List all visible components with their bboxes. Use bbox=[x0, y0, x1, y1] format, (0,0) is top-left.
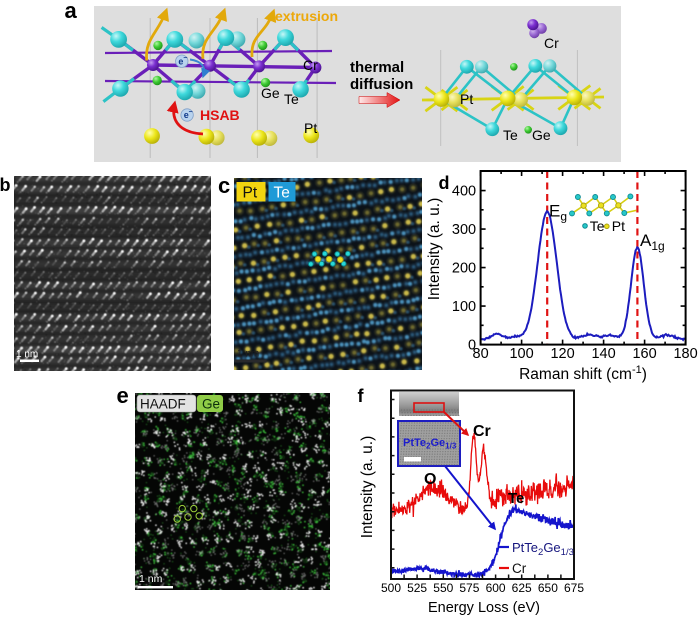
svg-text:Te: Te bbox=[273, 185, 289, 202]
svg-text:675: 675 bbox=[564, 581, 584, 595]
svg-text:1 nm: 1 nm bbox=[237, 349, 259, 360]
svg-text:0: 0 bbox=[468, 338, 476, 354]
svg-text:HAADF: HAADF bbox=[140, 397, 186, 412]
svg-text:625: 625 bbox=[512, 581, 532, 595]
svg-text:400: 400 bbox=[452, 184, 476, 200]
svg-text:Pt: Pt bbox=[304, 120, 317, 136]
svg-text:e: e bbox=[184, 110, 189, 120]
svg-text:525: 525 bbox=[407, 581, 427, 595]
svg-text:Cr: Cr bbox=[303, 57, 318, 73]
svg-text:120: 120 bbox=[550, 346, 574, 362]
svg-text:Intensity (a. u.): Intensity (a. u.) bbox=[359, 436, 376, 539]
svg-text:O: O bbox=[424, 471, 436, 488]
svg-text:300: 300 bbox=[452, 222, 476, 238]
svg-text:Te: Te bbox=[508, 490, 524, 507]
svg-text:Ge: Ge bbox=[202, 397, 220, 412]
svg-text:1 nm: 1 nm bbox=[139, 573, 163, 585]
svg-text:Raman shift (cm-1): Raman shift (cm-1) bbox=[519, 364, 647, 383]
svg-text:Cr: Cr bbox=[544, 35, 559, 51]
svg-text:1 nm: 1 nm bbox=[16, 349, 38, 360]
svg-text:diffusion: diffusion bbox=[350, 76, 413, 93]
svg-text:Energy Loss (eV): Energy Loss (eV) bbox=[428, 600, 540, 616]
svg-text:thermal: thermal bbox=[350, 59, 404, 76]
svg-text:600: 600 bbox=[486, 581, 506, 595]
svg-text:e: e bbox=[178, 56, 183, 66]
svg-text:Ge: Ge bbox=[532, 127, 551, 143]
svg-text:−: − bbox=[183, 55, 187, 62]
svg-text:Te: Te bbox=[503, 127, 518, 143]
svg-text:Te: Te bbox=[284, 91, 299, 107]
svg-text:extrusion: extrusion bbox=[275, 8, 338, 24]
svg-text:80: 80 bbox=[473, 346, 489, 362]
svg-text:Pt: Pt bbox=[242, 185, 257, 202]
svg-text:Ge: Ge bbox=[261, 85, 280, 101]
svg-text:550: 550 bbox=[433, 581, 453, 595]
svg-text:PtTe2Ge1/3: PtTe2Ge1/3 bbox=[512, 540, 574, 558]
svg-text:500: 500 bbox=[381, 581, 401, 595]
svg-text:−: − bbox=[189, 109, 193, 116]
svg-text:100: 100 bbox=[452, 299, 476, 315]
svg-text:Intensity (a. u.): Intensity (a. u.) bbox=[426, 198, 443, 301]
svg-text:A1g: A1g bbox=[640, 231, 665, 253]
svg-text:140: 140 bbox=[591, 346, 615, 362]
svg-text:160: 160 bbox=[632, 346, 656, 362]
svg-text:Pt: Pt bbox=[460, 91, 473, 107]
svg-text:Te: Te bbox=[590, 218, 605, 234]
svg-text:HSAB: HSAB bbox=[200, 107, 240, 123]
svg-text:PtTe2Ge1/3: PtTe2Ge1/3 bbox=[403, 437, 457, 451]
svg-text:650: 650 bbox=[538, 581, 558, 595]
svg-text:Eg: Eg bbox=[549, 202, 567, 224]
svg-text:180: 180 bbox=[673, 346, 697, 362]
svg-text:a: a bbox=[65, 0, 78, 23]
svg-text:Pt: Pt bbox=[612, 218, 625, 234]
svg-text:100: 100 bbox=[509, 346, 533, 362]
svg-text:Cr: Cr bbox=[512, 561, 527, 576]
svg-text:200: 200 bbox=[452, 261, 476, 277]
svg-text:Cr: Cr bbox=[473, 423, 491, 440]
svg-text:575: 575 bbox=[459, 581, 479, 595]
